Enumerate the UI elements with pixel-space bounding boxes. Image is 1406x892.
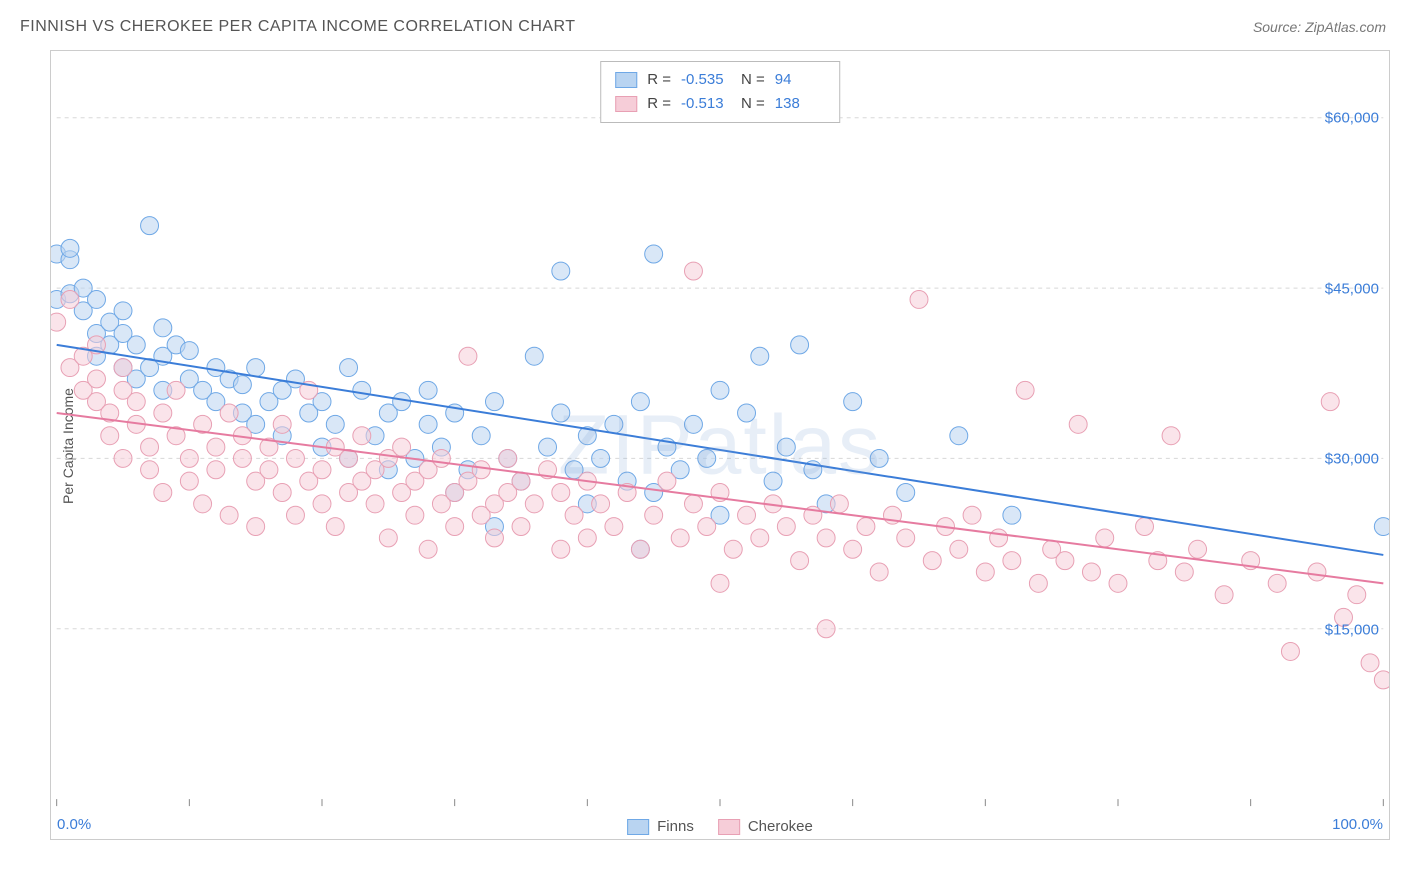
y-tick-label: $30,000 <box>1325 451 1379 468</box>
legend-item: Finns <box>627 818 694 835</box>
correlation-legend: R = -0.535N = 94R = -0.513N = 138 <box>600 61 840 123</box>
legend-row: R = -0.535N = 94 <box>615 68 825 92</box>
x-axis-min-label: 0.0% <box>57 816 91 833</box>
legend-row: R = -0.513N = 138 <box>615 92 825 116</box>
source-attribution: Source: ZipAtlas.com <box>1253 19 1386 35</box>
y-tick-label: $60,000 <box>1325 109 1379 126</box>
legend-item: Cherokee <box>718 818 813 835</box>
y-tick-label: $15,000 <box>1325 622 1379 639</box>
series-legend: Finns Cherokee <box>627 818 813 835</box>
chart-plot-area: ZIPatlas R = -0.535N = 94R = -0.513N = 1… <box>50 50 1390 840</box>
chart-title: FINNISH VS CHEROKEE PER CAPITA INCOME CO… <box>20 18 576 36</box>
y-tick-label: $45,000 <box>1325 280 1379 297</box>
x-axis-max-label: 100.0% <box>1332 816 1383 833</box>
scatter-plot-svg <box>51 51 1389 839</box>
